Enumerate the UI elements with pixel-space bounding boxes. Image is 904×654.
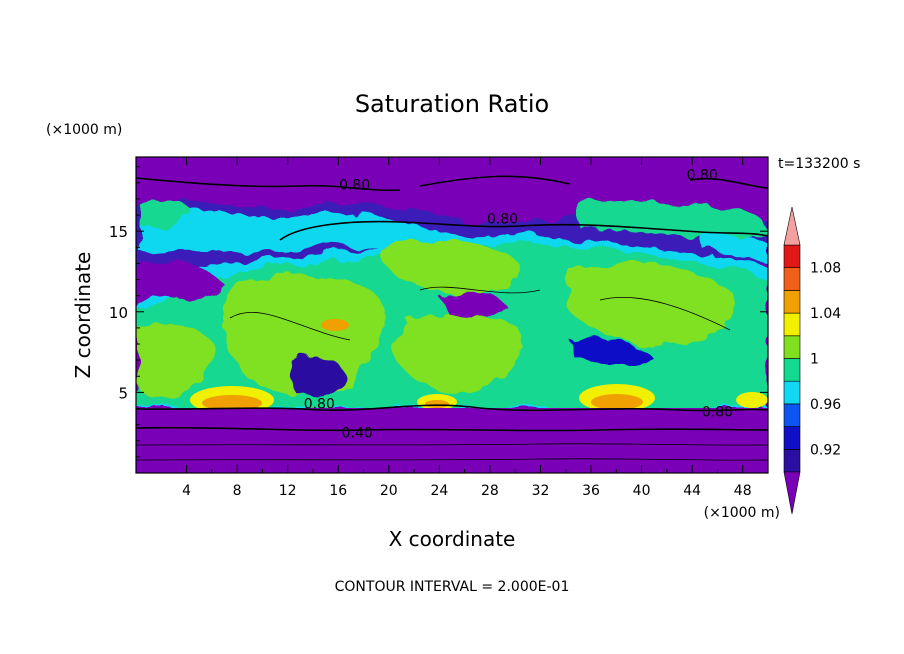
x-tick-label: 16	[329, 483, 347, 499]
x-tick-label: 20	[380, 483, 398, 499]
x-tick-label: 4	[182, 483, 191, 499]
moist-swirl-right	[570, 338, 650, 364]
chart-title: Saturation Ratio	[355, 90, 549, 118]
y-axis-label: Z coordinate	[71, 252, 95, 379]
main-cloud-green-core-d	[395, 314, 525, 394]
contour-0-40	[136, 426, 768, 432]
x-unit-label: (×1000 m)	[704, 505, 780, 521]
colorbar-tick-label: 1.08	[810, 261, 841, 277]
x-tick-label: 32	[532, 483, 550, 499]
contour-label: 0.80	[687, 168, 718, 184]
x-tick-label: 28	[481, 483, 499, 499]
contour-0-80-base	[136, 404, 768, 412]
dry-pocket-center	[440, 293, 505, 319]
colorbar: 0.92 0.96 1 1.04 1.08	[783, 206, 841, 515]
colorbar-segment	[783, 358, 801, 382]
core-orange-2	[425, 400, 449, 408]
time-label: t=133200 s	[778, 156, 860, 172]
x-tick-label: 24	[430, 483, 448, 499]
x-axis-label: X coordinate	[389, 527, 516, 551]
main-cloud-green-core-a	[222, 274, 385, 396]
contour-thin-a	[136, 443, 768, 446]
x-tick-label: 12	[279, 483, 297, 499]
y-unit-label: (×1000 m)	[46, 122, 122, 138]
colorbar-tick-label: 1	[810, 352, 819, 368]
main-cloud-green-core-c	[565, 262, 735, 346]
colorbar-segment	[783, 403, 801, 427]
contour-lines	[136, 175, 768, 461]
x-tick-label: 44	[683, 483, 701, 499]
colorbar-tick-label: 0.92	[810, 442, 841, 458]
dry-pocket-left	[140, 261, 225, 296]
contour-0-80-upper	[136, 175, 768, 192]
upper-green-patch-left	[140, 200, 195, 229]
core-orange-3	[591, 394, 643, 410]
moist-swirl-left	[290, 355, 345, 397]
colorbar-segment	[783, 380, 801, 405]
colorbar-under-triangle	[783, 471, 801, 515]
core-yellow-4	[736, 392, 768, 408]
contour-thin-c	[229, 286, 731, 341]
contour-interval-note: CONTOUR INTERVAL = 2.000E-01	[335, 579, 570, 595]
contour-label-layer: 0.80 0.80 0.80 0.80 0.80 0.40	[304, 168, 733, 442]
contour-label: 0.80	[304, 397, 335, 413]
upper-cyan-patch-right	[700, 233, 768, 262]
y-tick-label: 5	[118, 384, 128, 402]
y-tick-label: 15	[109, 223, 128, 241]
contour-thin-b	[136, 458, 768, 461]
saturation-field	[136, 200, 768, 410]
y-tick-label: 10	[109, 304, 128, 322]
x-axis: 4 8 12 16 20 24 28 32 36 40 44 48	[182, 157, 752, 499]
core-orange-1	[202, 395, 262, 411]
colorbar-segment	[783, 290, 801, 314]
y-axis: 5 10 15	[109, 166, 768, 458]
colorbar-segment	[783, 244, 801, 269]
plot-frame	[135, 156, 769, 474]
contour-label: 0.40	[342, 426, 373, 442]
colorbar-segment	[783, 267, 801, 291]
colorbar-tick-label: 0.96	[810, 397, 841, 413]
main-cloud-green-core-e	[136, 325, 216, 399]
core-orange-upper	[321, 319, 349, 331]
x-tick-label: 48	[734, 483, 752, 499]
main-cloud-green-core-b	[380, 241, 522, 295]
x-tick-label: 8	[233, 483, 242, 499]
colorbar-segment	[783, 448, 801, 473]
x-tick-label: 40	[633, 483, 651, 499]
x-tick-label: 36	[582, 483, 600, 499]
contour-0-80-mid	[279, 220, 768, 241]
colorbar-over-triangle	[783, 206, 801, 246]
colorbar-segment	[783, 312, 801, 337]
colorbar-segment	[783, 335, 801, 359]
contour-label: 0.80	[487, 211, 518, 227]
contour-label: 0.80	[702, 405, 733, 421]
colorbar-tick-label: 1.04	[810, 306, 841, 322]
contour-label: 0.80	[339, 177, 370, 193]
colorbar-segment	[783, 426, 801, 450]
dry-lower-layer	[136, 408, 768, 473]
plot-area: 0.80 0.80 0.80 0.80 0.80 0.40	[136, 157, 768, 473]
